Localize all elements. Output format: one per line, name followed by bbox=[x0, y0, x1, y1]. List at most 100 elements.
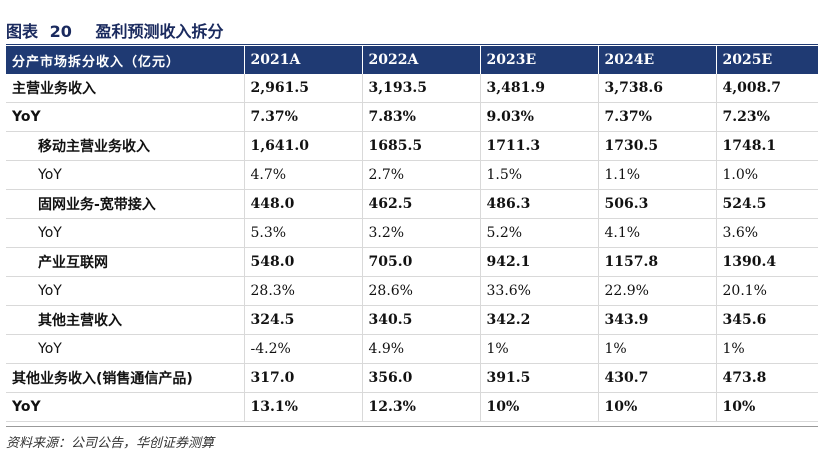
row-label: 产业互联网 bbox=[6, 247, 244, 277]
header-cell-2023e: 2023E bbox=[480, 46, 599, 74]
value-cell: 548.0 bbox=[243, 247, 362, 277]
value-cell: 317.0 bbox=[243, 363, 362, 393]
row-label: YoY bbox=[6, 218, 244, 248]
value-cell: 473.8 bbox=[715, 363, 818, 393]
value-cell: 4.1% bbox=[597, 218, 716, 248]
value-cell: 4,008.7 bbox=[715, 74, 818, 103]
value-cell: 22.9% bbox=[597, 276, 716, 306]
value-cell: 3,738.6 bbox=[597, 74, 716, 103]
value-cell: 1748.1 bbox=[715, 131, 818, 161]
value-cell: 356.0 bbox=[361, 363, 480, 393]
header-cell-2021a: 2021A bbox=[244, 46, 363, 74]
value-cell: 1390.4 bbox=[715, 247, 818, 277]
value-cell: 343.9 bbox=[597, 305, 716, 335]
value-cell: 430.7 bbox=[597, 363, 716, 393]
value-cell: 12.3% bbox=[361, 392, 480, 422]
value-cell: 3.6% bbox=[715, 218, 818, 248]
table-row: 移动主营业务收入 1,641.0 1685.5 1711.3 1730.5 1748.1 bbox=[6, 131, 818, 161]
row-label: YoY bbox=[6, 276, 244, 306]
value-cell: 942.1 bbox=[479, 247, 598, 277]
value-cell: 1.0% bbox=[715, 160, 818, 190]
value-cell: 391.5 bbox=[479, 363, 598, 393]
table-row: 其他业务收入(销售通信产品) 317.0 356.0 391.5 430.7 473.8 bbox=[6, 363, 818, 393]
value-cell: 1730.5 bbox=[597, 131, 716, 161]
value-cell: 20.1% bbox=[715, 276, 818, 306]
row-label: 其他主营收入 bbox=[6, 305, 244, 335]
value-cell: 340.5 bbox=[361, 305, 480, 335]
value-cell: 13.1% bbox=[243, 392, 362, 422]
value-cell: 10% bbox=[715, 392, 818, 422]
value-cell: 5.3% bbox=[243, 218, 362, 248]
figure-title-bar: 图表 20 盈利预测收入拆分 bbox=[6, 20, 816, 44]
row-label: 移动主营业务收入 bbox=[6, 131, 244, 161]
value-cell: 28.6% bbox=[361, 276, 480, 306]
value-cell: 1% bbox=[715, 334, 818, 364]
value-cell: 1% bbox=[597, 334, 716, 364]
value-cell: 1.1% bbox=[597, 160, 716, 190]
table-row: 产业互联网 548.0 705.0 942.1 1157.8 1390.4 bbox=[6, 247, 818, 277]
value-cell: 524.5 bbox=[715, 189, 818, 219]
figure-number: 20 bbox=[49, 22, 72, 41]
table-row: YoY 13.1% 12.3% 10% 10% 10% bbox=[6, 392, 818, 422]
value-cell: 3.2% bbox=[361, 218, 480, 248]
value-cell: 4.7% bbox=[243, 160, 362, 190]
value-cell: 7.23% bbox=[715, 102, 818, 132]
table-row: YoY 4.7% 2.7% 1.5% 1.1% 1.0% bbox=[6, 160, 818, 190]
value-cell: 28.3% bbox=[243, 276, 362, 306]
table-row: 其他主营收入 324.5 340.5 342.2 343.9 345.6 bbox=[6, 305, 818, 335]
table-row: 主营业务收入 2,961.5 3,193.5 3,481.9 3,738.6 4,008.… bbox=[6, 74, 818, 103]
value-cell: 7.37% bbox=[597, 102, 716, 132]
bottom-rule bbox=[6, 426, 818, 427]
source-note: 资料来源：公司公告，华创证券测算 bbox=[6, 436, 215, 451]
value-cell: 7.37% bbox=[243, 102, 362, 132]
table-row: YoY 28.3% 28.6% 33.6% 22.9% 20.1% bbox=[6, 276, 818, 306]
value-cell: 1% bbox=[479, 334, 598, 364]
value-cell: 342.2 bbox=[479, 305, 598, 335]
value-cell: 10% bbox=[479, 392, 598, 422]
header-cell-2025e: 2025E bbox=[716, 46, 819, 74]
table-row: YoY 5.3% 3.2% 5.2% 4.1% 3.6% bbox=[6, 218, 818, 248]
header-cell-2022a: 2022A bbox=[362, 46, 481, 74]
row-label: YoY bbox=[6, 102, 244, 132]
row-label: YoY bbox=[6, 334, 244, 364]
value-cell: 324.5 bbox=[243, 305, 362, 335]
revenue-breakdown-table: 分产市场拆分收入（亿元） 2021A 2022A 2023E 2024E 202… bbox=[6, 46, 819, 422]
top-rule bbox=[6, 44, 818, 45]
table-row: YoY -4.2% 4.9% 1% 1% 1% bbox=[6, 334, 818, 364]
value-cell: 5.2% bbox=[479, 218, 598, 248]
value-cell: 448.0 bbox=[243, 189, 362, 219]
value-cell: 462.5 bbox=[361, 189, 480, 219]
value-cell: 33.6% bbox=[479, 276, 598, 306]
value-cell: -4.2% bbox=[243, 334, 362, 364]
value-cell: 3,193.5 bbox=[361, 74, 480, 103]
figure-label: 图表 bbox=[6, 22, 39, 41]
value-cell: 506.3 bbox=[597, 189, 716, 219]
figure-title: 盈利预测收入拆分 bbox=[95, 22, 224, 41]
table-row: YoY 7.37% 7.83% 9.03% 7.37% 7.23% bbox=[6, 102, 818, 132]
value-cell: 4.9% bbox=[361, 334, 480, 364]
row-label: YoY bbox=[6, 160, 244, 190]
value-cell: 1157.8 bbox=[597, 247, 716, 277]
header-cell-segment: 分产市场拆分收入（亿元） bbox=[6, 46, 245, 74]
value-cell: 9.03% bbox=[479, 102, 598, 132]
value-cell: 345.6 bbox=[715, 305, 818, 335]
value-cell: 1,641.0 bbox=[243, 131, 362, 161]
value-cell: 10% bbox=[597, 392, 716, 422]
value-cell: 705.0 bbox=[361, 247, 480, 277]
value-cell: 1685.5 bbox=[361, 131, 480, 161]
row-label: 其他业务收入(销售通信产品) bbox=[6, 363, 244, 393]
row-label: YoY bbox=[6, 392, 244, 422]
value-cell: 2,961.5 bbox=[243, 74, 362, 103]
value-cell: 1.5% bbox=[479, 160, 598, 190]
value-cell: 7.83% bbox=[361, 102, 480, 132]
value-cell: 1711.3 bbox=[479, 131, 598, 161]
value-cell: 2.7% bbox=[361, 160, 480, 190]
value-cell: 486.3 bbox=[479, 189, 598, 219]
row-label: 固网业务-宽带接入 bbox=[6, 189, 244, 219]
header-cell-2024e: 2024E bbox=[598, 46, 717, 74]
row-label: 主营业务收入 bbox=[6, 74, 244, 103]
value-cell: 3,481.9 bbox=[479, 74, 598, 103]
table-header-row: 分产市场拆分收入（亿元） 2021A 2022A 2023E 2024E 202… bbox=[6, 46, 819, 74]
table-row: 固网业务-宽带接入 448.0 462.5 486.3 506.3 524.5 bbox=[6, 189, 818, 219]
